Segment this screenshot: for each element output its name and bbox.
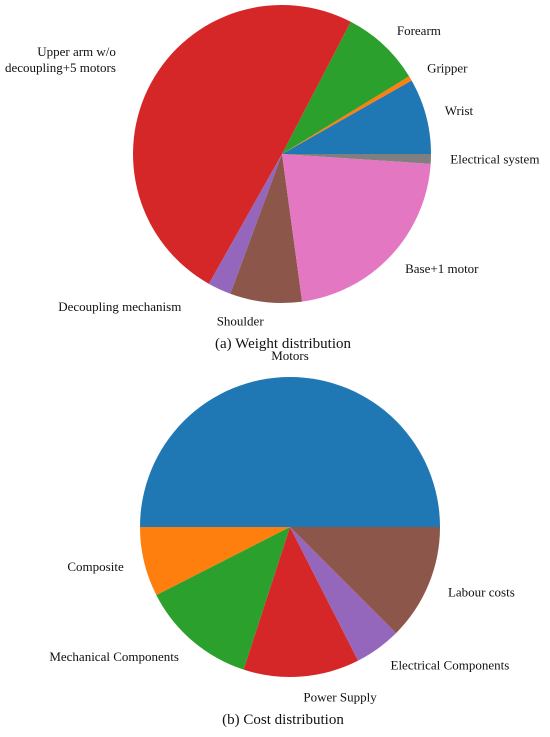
pie-slice-electrical-components xyxy=(290,527,397,661)
cost-pie-chart: Motors Composite Mechanical Components Powe… xyxy=(49,348,514,704)
pie-label-labour-costs: Labour costs xyxy=(448,584,515,599)
pie-label-decoupling-mechanism: Decoupling mechanism xyxy=(58,299,181,314)
pie-slice-mechanical-components xyxy=(156,527,290,670)
pie-slice-shoulder xyxy=(230,154,303,303)
pie-slice-power-supply xyxy=(243,527,359,678)
pie-slice-forearm xyxy=(282,21,410,154)
pie-label-wrist: Wrist xyxy=(445,103,474,118)
pie-slice-labour-costs xyxy=(290,527,440,634)
pie-slice-gripper xyxy=(282,76,412,154)
pie-label-motors: Motors xyxy=(271,348,309,363)
pie-slice-electrical-system xyxy=(282,154,431,164)
pie-label-electrical-components: Electrical Components xyxy=(391,657,510,672)
chart-caption-weight: (a) Weight distribution xyxy=(215,336,351,352)
pie-label-gripper: Gripper xyxy=(427,61,468,76)
weight-pie-chart: Wrist Gripper Forearm Upper arm w/o decoupli… xyxy=(5,5,539,328)
pie-slice-upper-arm-w-o-decoupling-5-motors xyxy=(133,5,351,284)
chart-caption-cost: (b) Cost distribution xyxy=(222,712,344,728)
pie-label-base-1-motor: Base+1 motor xyxy=(405,261,479,276)
pie-label-upper-arm-w-o-decoupling-5-motors: Upper arm w/o decoupling+5 motors xyxy=(5,44,116,75)
pie-slice-motors xyxy=(140,377,440,527)
pie-slice-decoupling-mechanism xyxy=(208,154,282,294)
pie-label-electrical-system: Electrical system xyxy=(450,152,539,167)
pie-slice-wrist xyxy=(282,80,431,154)
pie-label-composite: Composite xyxy=(67,559,124,574)
pie-label-power-supply: Power Supply xyxy=(303,689,377,704)
pie-label-mechanical-components: Mechanical Components xyxy=(49,649,179,664)
pie-label-shoulder: Shoulder xyxy=(217,313,265,328)
pie-slice-base-1-motor xyxy=(282,154,431,302)
pie-slice-composite xyxy=(140,527,290,596)
pie-label-forearm: Forearm xyxy=(397,23,441,38)
